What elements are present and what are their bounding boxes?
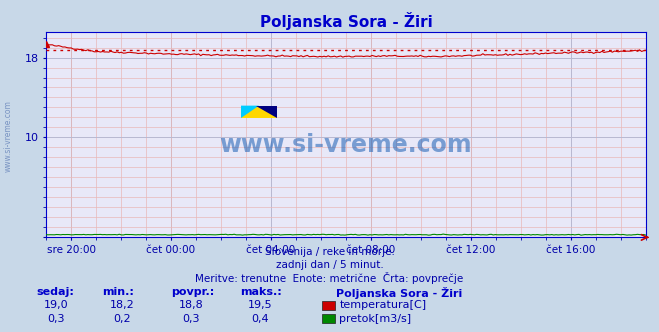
Text: Slovenija / reke in morje.: Slovenija / reke in morje. [264, 247, 395, 257]
Text: 0,4: 0,4 [252, 314, 269, 324]
Text: 0,3: 0,3 [47, 314, 65, 324]
Text: zadnji dan / 5 minut.: zadnji dan / 5 minut. [275, 260, 384, 270]
Title: Poljanska Sora - Žiri: Poljanska Sora - Žiri [260, 12, 432, 30]
Text: 19,0: 19,0 [43, 300, 69, 310]
Text: temperatura[C]: temperatura[C] [339, 300, 426, 310]
Polygon shape [256, 106, 277, 118]
Bar [241, 106, 277, 118]
Text: min.:: min.: [102, 287, 134, 297]
Text: sedaj:: sedaj: [36, 287, 74, 297]
Text: Poljanska Sora - Žiri: Poljanska Sora - Žiri [336, 287, 463, 299]
Text: 0,3: 0,3 [183, 314, 200, 324]
Text: www.si-vreme.com: www.si-vreme.com [219, 133, 473, 157]
Text: 18,8: 18,8 [179, 300, 204, 310]
Text: povpr.:: povpr.: [171, 287, 215, 297]
Text: www.si-vreme.com: www.si-vreme.com [3, 100, 13, 172]
Text: 18,2: 18,2 [109, 300, 134, 310]
Text: maks.:: maks.: [241, 287, 282, 297]
Text: 0,2: 0,2 [113, 314, 130, 324]
Text: pretok[m3/s]: pretok[m3/s] [339, 314, 411, 324]
Text: Meritve: trenutne  Enote: metrične  Črta: povprečje: Meritve: trenutne Enote: metrične Črta: … [195, 272, 464, 284]
Polygon shape [241, 106, 259, 118]
Text: 19,5: 19,5 [248, 300, 273, 310]
